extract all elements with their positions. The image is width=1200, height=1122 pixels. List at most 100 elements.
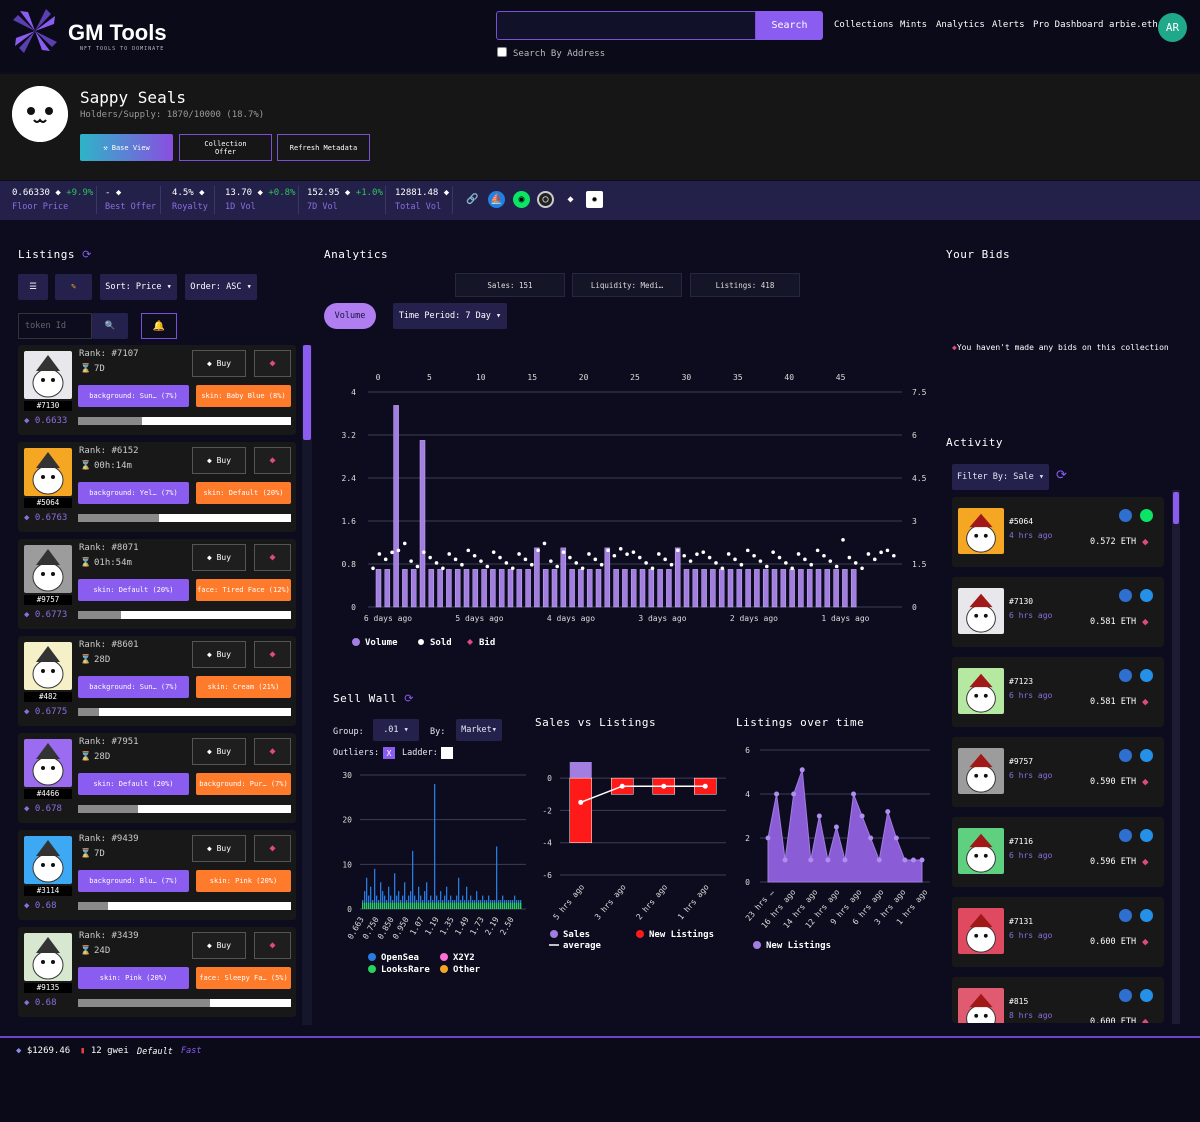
opensea-icon[interactable] bbox=[1140, 909, 1153, 922]
outliers-checkbox[interactable]: X bbox=[383, 747, 395, 759]
activity-item[interactable]: #7131 6 hrs ago 0.600 ETH ◆ bbox=[952, 897, 1164, 967]
activity-item[interactable]: #5064 4 hrs ago 0.572 ETH ◆ bbox=[952, 497, 1164, 567]
looksrare-icon[interactable] bbox=[1119, 589, 1132, 602]
buy-button[interactable]: ◆ Buy bbox=[192, 835, 246, 862]
looksrare-icon[interactable] bbox=[1119, 909, 1132, 922]
user-avatar[interactable]: AR bbox=[1158, 13, 1187, 42]
refresh-metadata-button[interactable]: Refresh Metadata bbox=[277, 134, 370, 161]
listings-scrollbar[interactable] bbox=[302, 345, 312, 1025]
nft-thumbnail[interactable] bbox=[24, 642, 72, 690]
refresh-icon[interactable]: ⟳ bbox=[404, 692, 414, 705]
search-by-address-checkbox[interactable] bbox=[497, 47, 507, 57]
nft-thumbnail[interactable] bbox=[958, 908, 1004, 954]
alert-bell-button[interactable]: 🔔 bbox=[141, 313, 177, 339]
activity-item[interactable]: #9757 6 hrs ago 0.590 ETH ◆ bbox=[952, 737, 1164, 807]
volume-button[interactable]: Volume bbox=[324, 303, 376, 329]
nft-thumbnail[interactable] bbox=[958, 508, 1004, 554]
search-input[interactable] bbox=[496, 11, 756, 40]
bid-button[interactable]: ◆ bbox=[254, 932, 291, 959]
trait-badge[interactable]: face: Tired Face (12%) bbox=[196, 579, 291, 601]
trait-badge[interactable]: skin: Baby Blue (8%) bbox=[196, 385, 291, 407]
looksrare-icon[interactable] bbox=[1119, 509, 1132, 522]
refresh-icon[interactable]: ⟳ bbox=[1056, 468, 1067, 483]
listings-scroll-thumb[interactable] bbox=[303, 345, 311, 440]
looksrare-icon[interactable]: ◉ bbox=[513, 191, 530, 208]
trait-badge[interactable]: background: Blu… (7%) bbox=[78, 870, 189, 892]
trait-badge[interactable]: skin: Pink (20%) bbox=[78, 967, 189, 989]
nft-thumbnail[interactable] bbox=[24, 933, 72, 981]
blur-icon[interactable]: ✹ bbox=[586, 191, 603, 208]
bid-button[interactable]: ◆ bbox=[254, 544, 291, 571]
bid-button[interactable]: ◆ bbox=[254, 641, 291, 668]
listing-card[interactable]: #482 ◆ 0.6775 Rank: #8601 ⌛ 28D ◆ Buy ◆ … bbox=[18, 636, 296, 726]
activity-scroll-thumb[interactable] bbox=[1173, 492, 1179, 524]
order-dropdown[interactable]: Order: ASC ▾ bbox=[185, 274, 257, 300]
listing-card[interactable]: #4466 ◆ 0.678 Rank: #7951 ⌛ 28D ◆ Buy ◆ … bbox=[18, 733, 296, 823]
nft-thumbnail[interactable] bbox=[958, 748, 1004, 794]
looksrare-icon[interactable] bbox=[1119, 669, 1132, 682]
looksrare-icon[interactable] bbox=[1140, 509, 1153, 522]
activity-filter-dropdown[interactable]: Filter By: Sale ▾ bbox=[952, 464, 1049, 490]
nft-thumbnail[interactable] bbox=[958, 828, 1004, 874]
nft-thumbnail[interactable] bbox=[958, 588, 1004, 634]
looksrare-icon[interactable] bbox=[1119, 749, 1132, 762]
bid-button[interactable]: ◆ bbox=[254, 738, 291, 765]
sweep-button[interactable]: ✎ bbox=[55, 274, 92, 300]
nft-thumbnail[interactable] bbox=[24, 448, 72, 496]
buy-button[interactable]: ◆ Buy bbox=[192, 932, 246, 959]
listing-card[interactable]: #9135 ◆ 0.68 Rank: #3439 ⌛ 24D ◆ Buy ◆ s… bbox=[18, 927, 296, 1017]
listing-card[interactable]: #7130 ◆ 0.6633 Rank: #7107 ⌛ 7D ◆ Buy ◆ … bbox=[18, 345, 296, 435]
opensea-icon[interactable] bbox=[1140, 589, 1153, 602]
nft-thumbnail[interactable] bbox=[24, 836, 72, 884]
trait-badge[interactable]: skin: Cream (21%) bbox=[196, 676, 291, 698]
gem-icon[interactable]: ◆ bbox=[567, 194, 574, 205]
nft-thumbnail[interactable] bbox=[24, 351, 72, 399]
buy-button[interactable]: ◆ Buy bbox=[192, 447, 246, 474]
gm-tools-logo-icon[interactable] bbox=[10, 6, 60, 56]
opensea-icon[interactable] bbox=[1140, 829, 1153, 842]
activity-item[interactable]: #7116 6 hrs ago 0.596 ETH ◆ bbox=[952, 817, 1164, 887]
opensea-icon[interactable] bbox=[1140, 749, 1153, 762]
trait-badge[interactable]: background: Yel… (7%) bbox=[78, 482, 189, 504]
nft-thumbnail[interactable] bbox=[24, 545, 72, 593]
activity-item[interactable]: #7123 6 hrs ago 0.581 ETH ◆ bbox=[952, 657, 1164, 727]
nav-account[interactable]: arbie.eth bbox=[1109, 20, 1158, 30]
refresh-icon[interactable]: ⟳ bbox=[82, 248, 92, 261]
nav-alerts[interactable]: Alerts bbox=[992, 20, 1025, 30]
x2y2-icon[interactable]: ○ bbox=[537, 191, 554, 208]
buy-button[interactable]: ◆ Buy bbox=[192, 641, 246, 668]
listing-card[interactable]: #3114 ◆ 0.68 Rank: #9439 ⌛ 7D ◆ Buy ◆ ba… bbox=[18, 830, 296, 920]
gas-mode-default[interactable]: Default bbox=[137, 1047, 173, 1057]
activity-item[interactable]: #815 8 hrs ago 0.600 ETH ◆ bbox=[952, 977, 1164, 1023]
trait-badge[interactable]: background: Sun… (7%) bbox=[78, 676, 189, 698]
activity-item[interactable]: #7130 6 hrs ago 0.581 ETH ◆ bbox=[952, 577, 1164, 647]
opensea-icon[interactable] bbox=[1140, 989, 1153, 1002]
nav-collections[interactable]: Collections bbox=[834, 20, 894, 30]
buy-button[interactable]: ◆ Buy bbox=[192, 350, 246, 377]
trait-badge[interactable]: face: Sleepy Fa… (5%) bbox=[196, 967, 291, 989]
base-view-button[interactable]: ⚒ Base View bbox=[80, 134, 173, 161]
activity-scrollbar[interactable] bbox=[1172, 490, 1180, 1024]
nft-thumbnail[interactable] bbox=[958, 988, 1004, 1023]
search-button[interactable]: Search bbox=[756, 11, 823, 40]
trait-badge[interactable]: background: Sun… (7%) bbox=[78, 385, 189, 407]
nav-analytics[interactable]: Analytics bbox=[936, 20, 985, 30]
opensea-icon[interactable] bbox=[1140, 669, 1153, 682]
trait-badge[interactable]: skin: Default (20%) bbox=[196, 482, 291, 504]
nft-thumbnail[interactable] bbox=[24, 739, 72, 787]
trait-badge[interactable]: skin: Default (20%) bbox=[78, 773, 189, 795]
buy-button[interactable]: ◆ Buy bbox=[192, 544, 246, 571]
trait-badge[interactable]: skin: Pink (20%) bbox=[196, 870, 291, 892]
link-icon[interactable]: 🔗 bbox=[466, 194, 479, 205]
listing-card[interactable]: #5064 ◆ 0.6763 Rank: #6152 ⌛ 00h:14m ◆ B… bbox=[18, 442, 296, 532]
filter-toggle-button[interactable]: ☰ bbox=[18, 274, 48, 300]
logo-title[interactable]: GM Tools bbox=[68, 20, 167, 45]
time-period-dropdown[interactable]: Time Period: 7 Day ▾ bbox=[393, 303, 507, 329]
gas-mode-fast[interactable]: Fast bbox=[181, 1046, 202, 1056]
sort-dropdown[interactable]: Sort: Price ▾ bbox=[100, 274, 177, 300]
collection-offer-button[interactable]: Collection Offer bbox=[179, 134, 272, 161]
nft-thumbnail[interactable] bbox=[958, 668, 1004, 714]
ladder-checkbox[interactable] bbox=[441, 747, 453, 759]
token-id-input[interactable]: token Id bbox=[18, 313, 92, 339]
bid-button[interactable]: ◆ bbox=[254, 350, 291, 377]
